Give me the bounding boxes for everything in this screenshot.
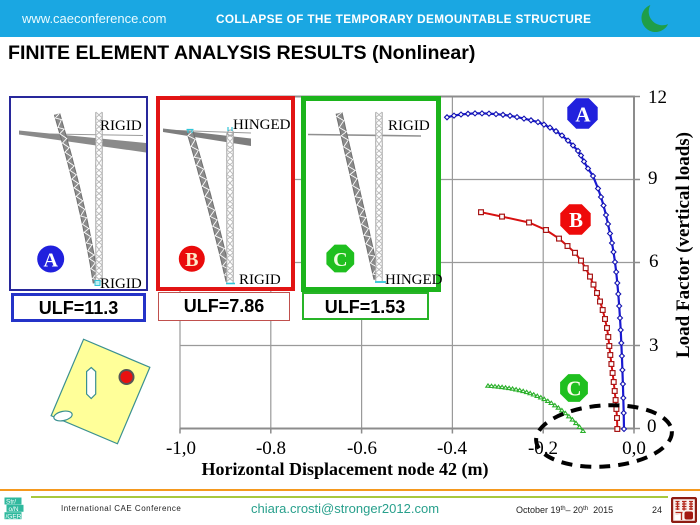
svg-text:Str/: Str/ bbox=[6, 499, 16, 506]
svg-text:C: C bbox=[566, 377, 581, 401]
svg-text:B: B bbox=[185, 249, 198, 271]
svg-text:C: C bbox=[333, 249, 347, 271]
svg-text:B: B bbox=[569, 208, 583, 232]
svg-text:o/N: o/N bbox=[9, 506, 19, 513]
svg-text:/GER: /GER bbox=[6, 514, 22, 521]
svg-text:A: A bbox=[575, 103, 591, 127]
svg-text:A: A bbox=[43, 250, 58, 272]
